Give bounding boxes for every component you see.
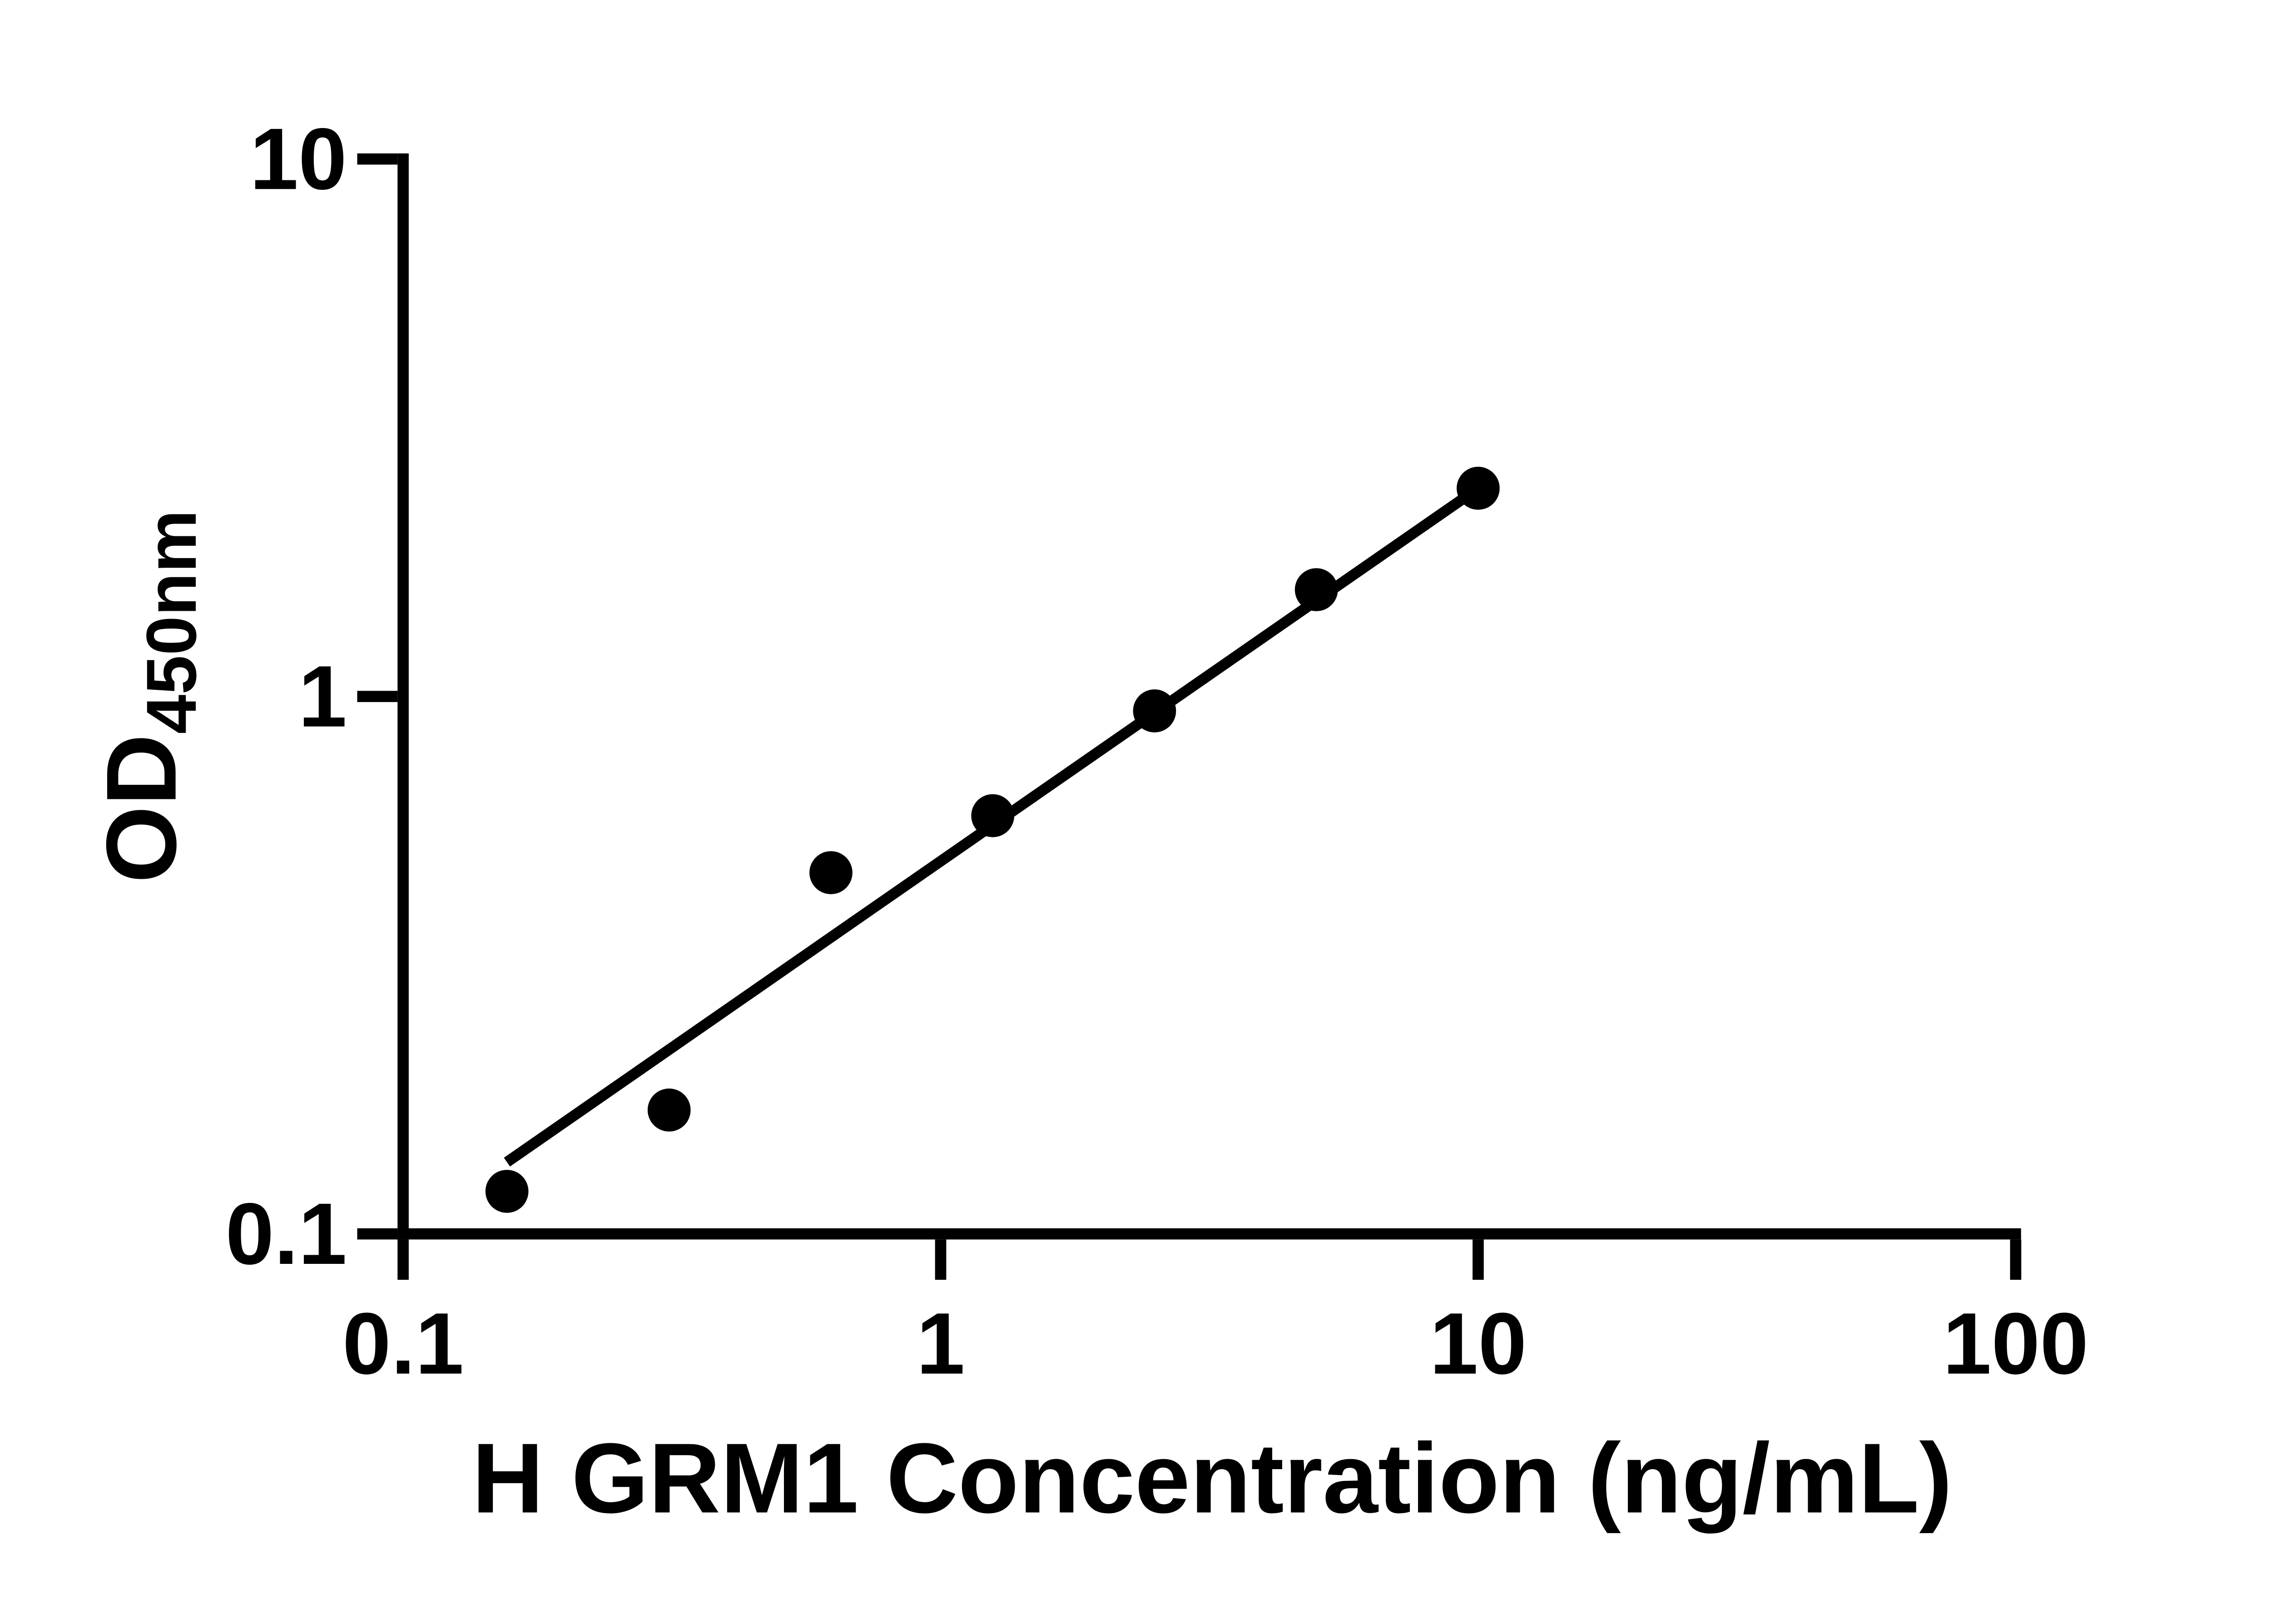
x-tick (2010, 1239, 2022, 1280)
x-tick-label: 1 (917, 1295, 965, 1392)
axes-layer (397, 153, 2021, 1240)
ticks-layer (357, 153, 2022, 1280)
x-tick-label: 10 (1429, 1295, 1527, 1392)
data-point (485, 1169, 529, 1213)
y-tick (357, 691, 398, 702)
x-axis-line (397, 1228, 2021, 1240)
x-tick-label: 0.1 (342, 1295, 464, 1392)
y-axis-title-main: OD (86, 734, 197, 883)
y-axis-title: OD450nm (86, 510, 211, 883)
y-axis-line (397, 153, 409, 1240)
y-tick (357, 153, 398, 165)
data-point (647, 1088, 691, 1132)
x-tick (397, 1239, 409, 1280)
y-axis-title-subscript: 450nm (132, 510, 211, 734)
data-point (809, 851, 853, 894)
y-tick-label: 10 (250, 110, 347, 208)
data-point (1457, 466, 1500, 510)
labels-layer: 0.1 1 10 0.1 1 10 100 (225, 110, 2088, 1392)
y-tick-label: 0.1 (225, 1185, 347, 1282)
x-tick (935, 1239, 947, 1280)
y-tick-label: 1 (298, 648, 347, 745)
data-point (1133, 689, 1176, 733)
x-axis-title: H GRM1 Concentration (ng/mL) (472, 1423, 1952, 1534)
y-tick (357, 1228, 398, 1240)
data-point (1294, 568, 1338, 611)
data-point (971, 794, 1015, 837)
series-layer (485, 466, 1500, 1213)
x-tick-label: 100 (1943, 1295, 2088, 1392)
x-tick (1473, 1239, 1484, 1280)
